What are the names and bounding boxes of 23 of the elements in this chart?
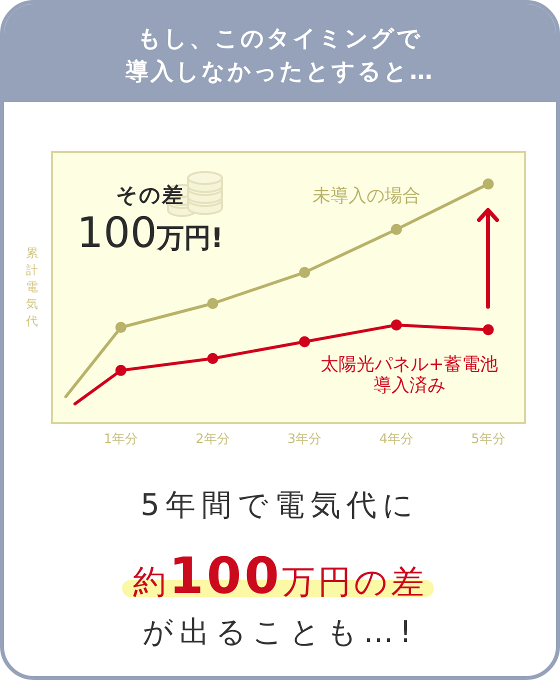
point	[482, 324, 494, 336]
y-axis-title: 累計電気代	[26, 245, 39, 330]
point	[207, 352, 218, 364]
chart-title: もし、このタイミングで	[136, 25, 424, 54]
point	[482, 178, 494, 190]
point	[115, 364, 126, 376]
series-label: 太陽光パネル+蓄電池導入済み	[320, 354, 498, 396]
text: が出ることも…!	[141, 614, 419, 652]
series-label: 未導入の場合	[312, 186, 420, 207]
x-tick-label: 4年分	[379, 432, 414, 447]
point	[299, 266, 310, 278]
x-tick-label: 2年分	[196, 432, 230, 447]
point	[115, 322, 126, 333]
x-tick-label: 1年分	[104, 432, 138, 447]
point	[390, 320, 402, 331]
point	[299, 336, 310, 348]
point	[207, 298, 218, 310]
annotation: その差 100万円!	[76, 182, 224, 257]
chart-subtitle: 導入しなかったとすると…	[124, 58, 436, 87]
text: 5年間で電気代に	[139, 487, 421, 525]
point	[390, 224, 402, 235]
x-tick-label: 3年分	[287, 432, 322, 447]
x-tick-label: 5年分	[471, 432, 506, 447]
